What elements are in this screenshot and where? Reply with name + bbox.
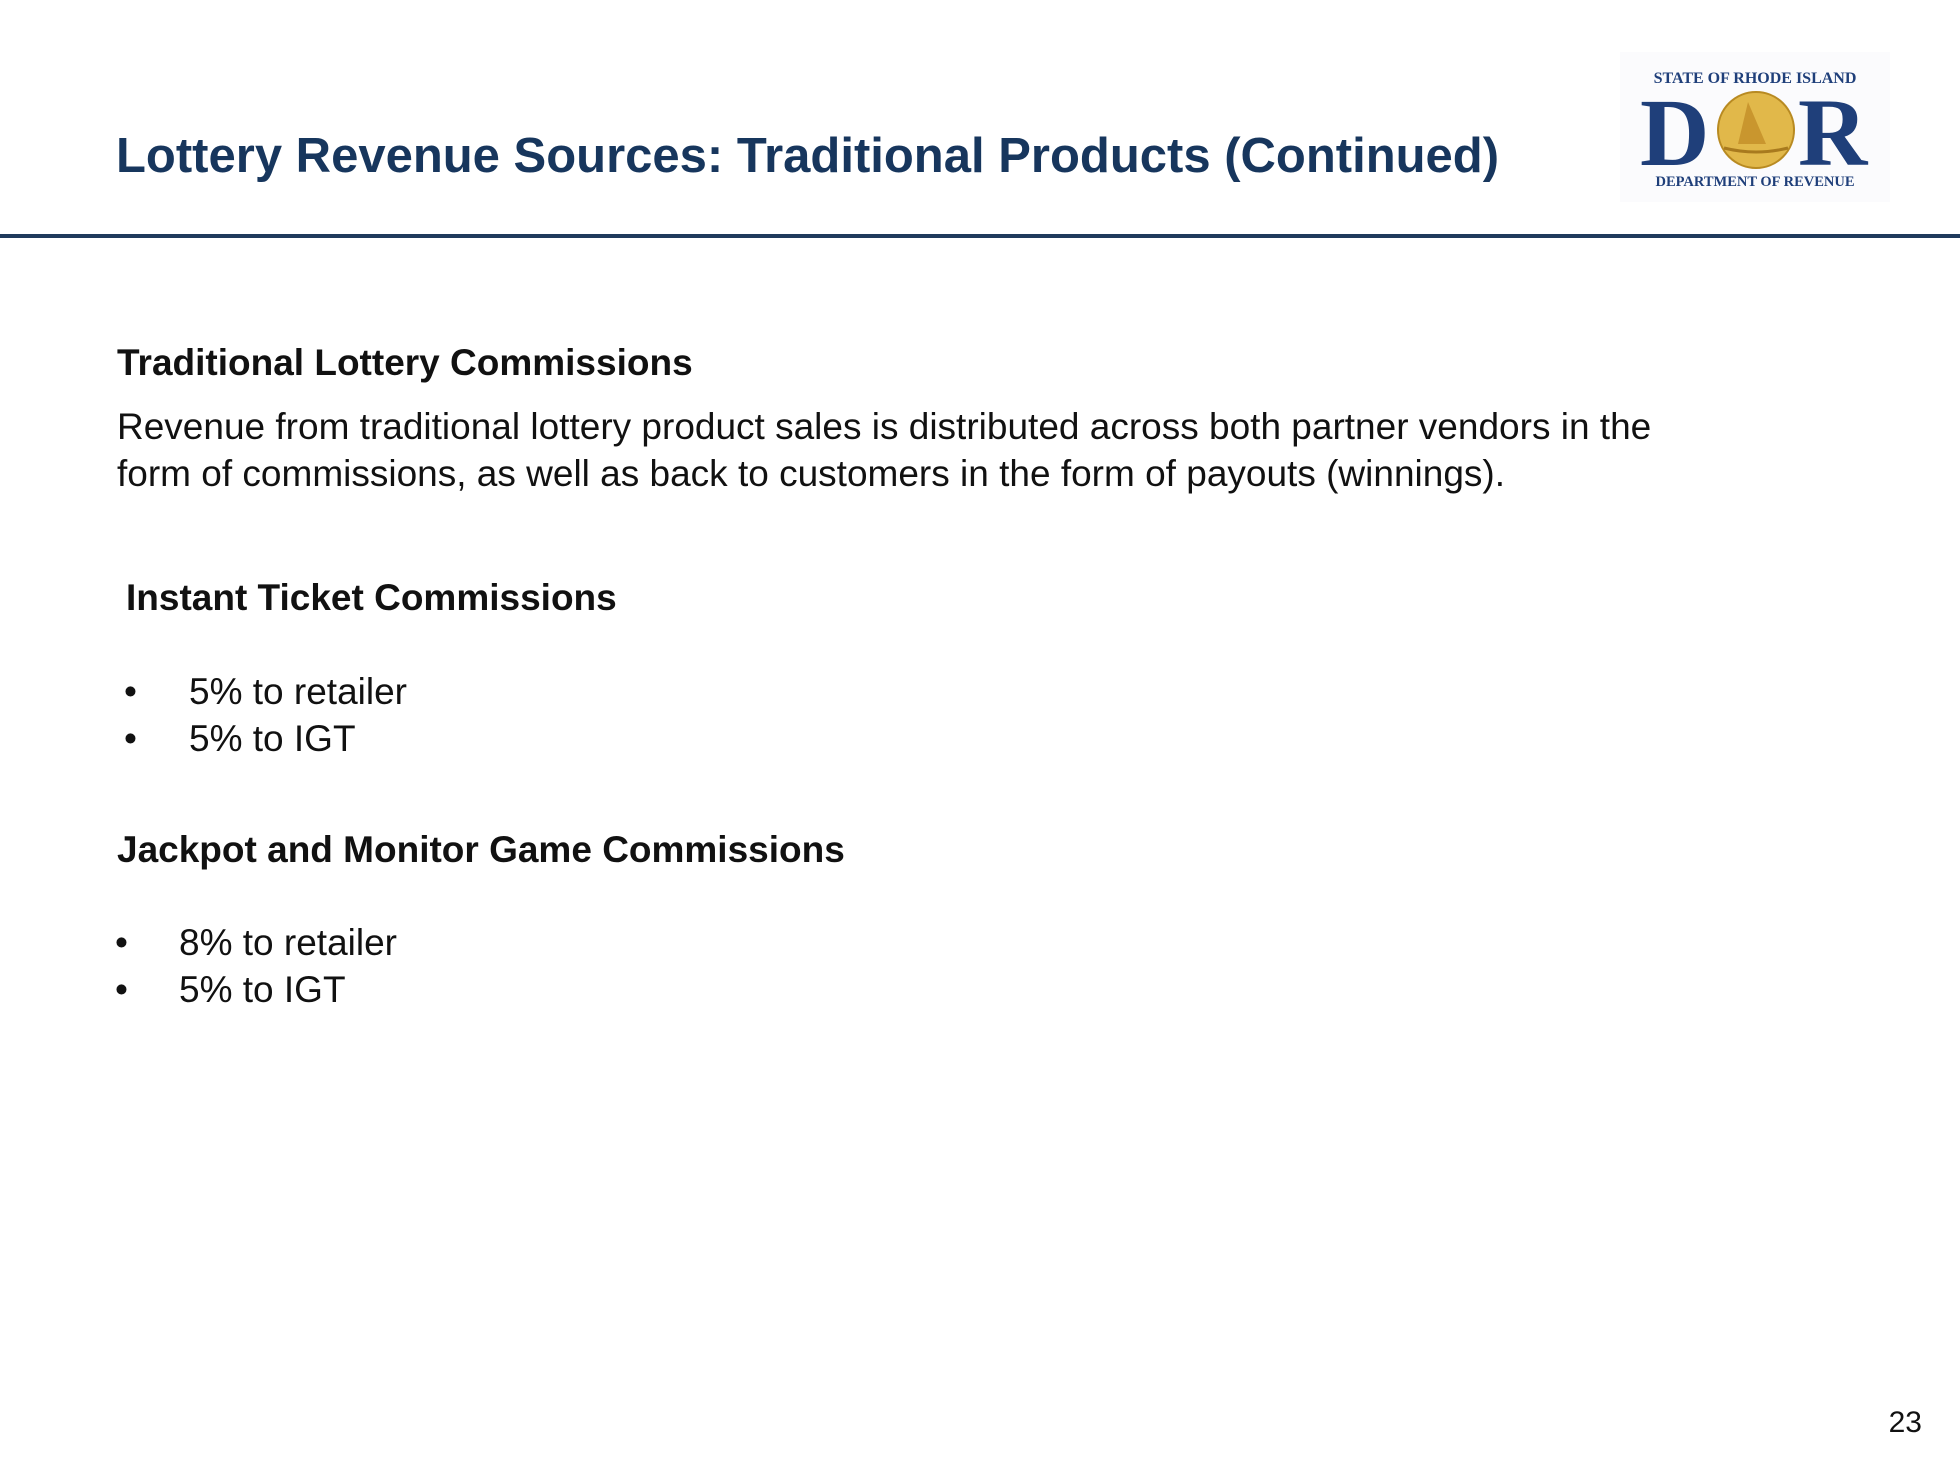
bullet-glyph: • xyxy=(115,922,128,963)
body-line-2: form of commissions, as well as back to … xyxy=(117,453,1506,494)
section-heading-instant: Instant Ticket Commissions xyxy=(126,577,617,618)
svg-text:STATE OF RHODE ISLAND: STATE OF RHODE ISLAND xyxy=(1654,70,1857,87)
dor-logo: STATE OF RHODE ISLAND D R DEPARTMENT OF … xyxy=(1620,52,1890,202)
bullet-item: 5% to IGT xyxy=(179,969,346,1010)
section-heading-traditional: Traditional Lottery Commissions xyxy=(117,342,693,383)
bullet-glyph: • xyxy=(124,718,137,759)
svg-text:DEPARTMENT OF REVENUE: DEPARTMENT OF REVENUE xyxy=(1655,174,1854,190)
header-divider xyxy=(0,234,1960,238)
svg-text:D: D xyxy=(1640,79,1709,186)
dor-logo-image: STATE OF RHODE ISLAND D R DEPARTMENT OF … xyxy=(1640,70,1869,190)
svg-text:R: R xyxy=(1798,79,1869,186)
bullet-glyph: • xyxy=(115,969,128,1010)
bullet-glyph: • xyxy=(124,671,137,712)
bullet-item: 5% to retailer xyxy=(189,671,407,712)
page-number: 23 xyxy=(1888,1406,1922,1439)
section-heading-jackpot: Jackpot and Monitor Game Commissions xyxy=(117,829,845,870)
body-line-1: Revenue from traditional lottery product… xyxy=(117,406,1652,447)
bullet-item: 5% to IGT xyxy=(189,718,356,759)
bullet-item: 8% to retailer xyxy=(179,922,397,963)
page-title: Lottery Revenue Sources: Traditional Pro… xyxy=(116,129,1500,183)
